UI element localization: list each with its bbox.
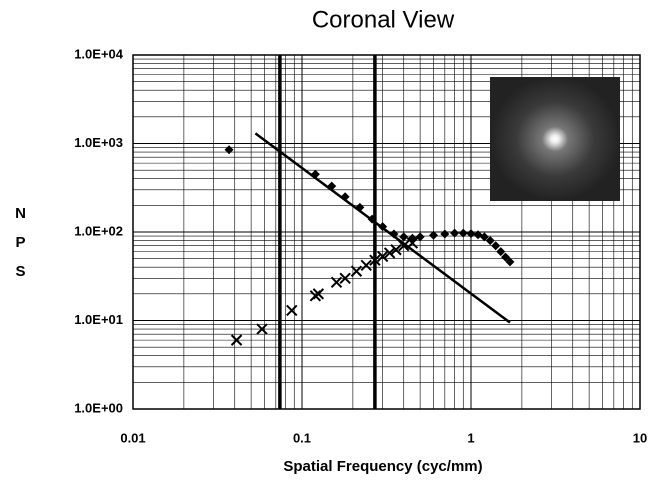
y-tick-label: 1.0E+02: [74, 223, 123, 238]
x-point: [287, 305, 297, 315]
x-tick-label: 1: [467, 430, 474, 445]
diamond-point: [225, 145, 234, 154]
y-tick-label: 1.0E+01: [74, 312, 123, 327]
y-axis-label: NPS: [12, 205, 29, 292]
x-point: [361, 260, 371, 270]
diamond-point: [467, 229, 476, 238]
x-tick-label: 0.1: [293, 430, 311, 445]
diamond-point: [416, 232, 425, 241]
chart: Coronal View Spatial Frequency (cyc/mm) …: [0, 0, 663, 481]
inset-image: [490, 77, 620, 201]
x-axis-label: Spatial Frequency (cyc/mm): [283, 458, 482, 475]
x-tick-label: 10: [633, 430, 647, 445]
y-tick-label: 1.0E+04: [74, 46, 124, 61]
x-tick-label: 0.01: [120, 430, 145, 445]
y-tick-label: 1.0E+00: [74, 400, 123, 415]
y-tick-label: 1.0E+03: [74, 135, 123, 150]
chart-title: Coronal View: [312, 6, 455, 33]
diamond-point: [440, 229, 449, 238]
